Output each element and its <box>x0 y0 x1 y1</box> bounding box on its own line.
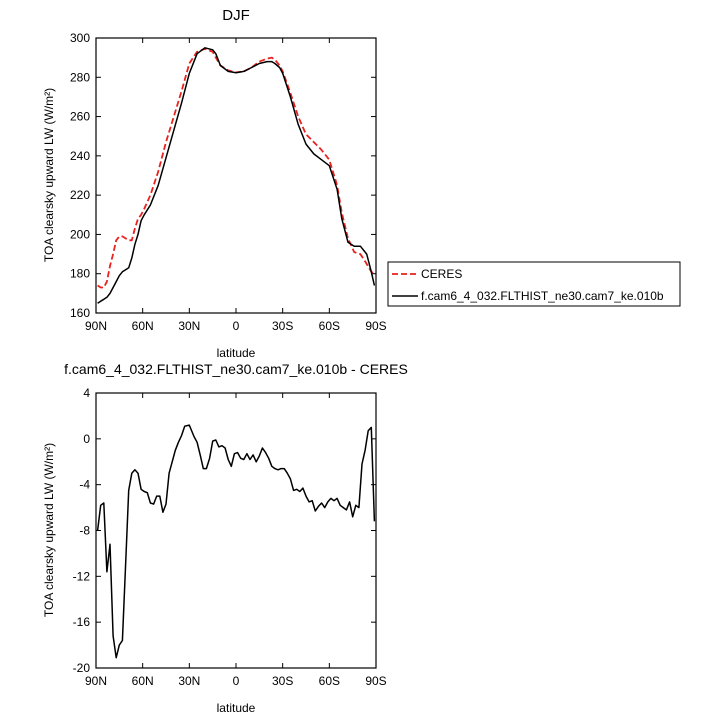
bottom-chart-title: f.cam6_4_032.FLTHIST_ne30.cam7_ke.010b -… <box>64 361 408 377</box>
top-chart-series <box>97 47 376 304</box>
bottom-xtick-label: 60N <box>132 674 154 688</box>
top-chart-axes: 160 180 200 220 240 260 280 300 90N 60N 30N 0 30S 60S… <box>70 31 387 333</box>
top-ytick-label: 260 <box>70 110 90 124</box>
top-ytick-label: 160 <box>70 306 90 320</box>
top-ytick-label: 220 <box>70 188 90 202</box>
bottom-xtick-label: 30S <box>272 674 293 688</box>
djf-line-chart: DJF 160 180 200 220 240 260 280 300 90N 60N 30N 0 30… <box>42 7 387 360</box>
bottom-ytick-label: -8 <box>79 524 90 538</box>
bottom-chart-ylabel: TOA clearsky upward LW (W/m²) <box>42 443 56 617</box>
top-xtick-label: 0 <box>233 319 240 333</box>
top-ytick-label: 280 <box>70 70 90 84</box>
chart-legend: CERES f.cam6_4_032.FLTHIST_ne30.cam7_ke.… <box>387 261 681 307</box>
top-xtick-label: 30S <box>272 319 293 333</box>
bottom-series-line-0 <box>96 424 376 659</box>
bottom-xtick-label: 90S <box>365 674 386 688</box>
difference-line-chart: f.cam6_4_032.FLTHIST_ne30.cam7_ke.010b -… <box>42 361 408 715</box>
bottom-chart-series <box>96 424 376 659</box>
bottom-xtick-label: 0 <box>233 674 240 688</box>
bottom-ytick-label: -16 <box>73 615 91 629</box>
legend-label-model: f.cam6_4_032.FLTHIST_ne30.cam7_ke.010b <box>421 289 664 303</box>
bottom-ytick-label: -20 <box>73 661 91 675</box>
bottom-ytick-label: -12 <box>73 569 91 583</box>
bottom-ytick-label: -4 <box>79 478 90 492</box>
top-xtick-label: 90N <box>85 319 107 333</box>
bottom-chart-axes: -20 -16 -12 -8 -4 0 4 90N 60N 30N 0 30S 60S 90S <box>73 386 387 688</box>
top-ytick-label: 180 <box>70 267 90 281</box>
legend-box <box>387 261 681 307</box>
top-ytick-label: 240 <box>70 149 90 163</box>
top-xtick-label: 60S <box>319 319 340 333</box>
bottom-chart-xlabel: latitude <box>217 701 256 715</box>
top-series-line-0 <box>97 47 375 289</box>
top-series-line-1 <box>97 47 376 304</box>
top-ytick-label: 200 <box>70 227 90 241</box>
bottom-plot-frame <box>95 392 377 669</box>
top-chart-ylabel: TOA clearsky upward LW (W/m²) <box>42 88 56 262</box>
bottom-xtick-label: 60S <box>319 674 340 688</box>
top-chart-xlabel: latitude <box>217 346 256 360</box>
top-xtick-label: 30N <box>178 319 200 333</box>
top-xtick-label: 90S <box>365 319 386 333</box>
legend-label-ceres: CERES <box>421 267 462 281</box>
bottom-ytick-label: 4 <box>83 386 90 400</box>
top-chart-title: DJF <box>222 7 250 24</box>
bottom-ytick-label: 0 <box>83 432 90 446</box>
bottom-xtick-label: 30N <box>178 674 200 688</box>
top-ytick-label: 300 <box>70 31 90 45</box>
bottom-xtick-label: 90N <box>85 674 107 688</box>
top-xtick-label: 60N <box>132 319 154 333</box>
